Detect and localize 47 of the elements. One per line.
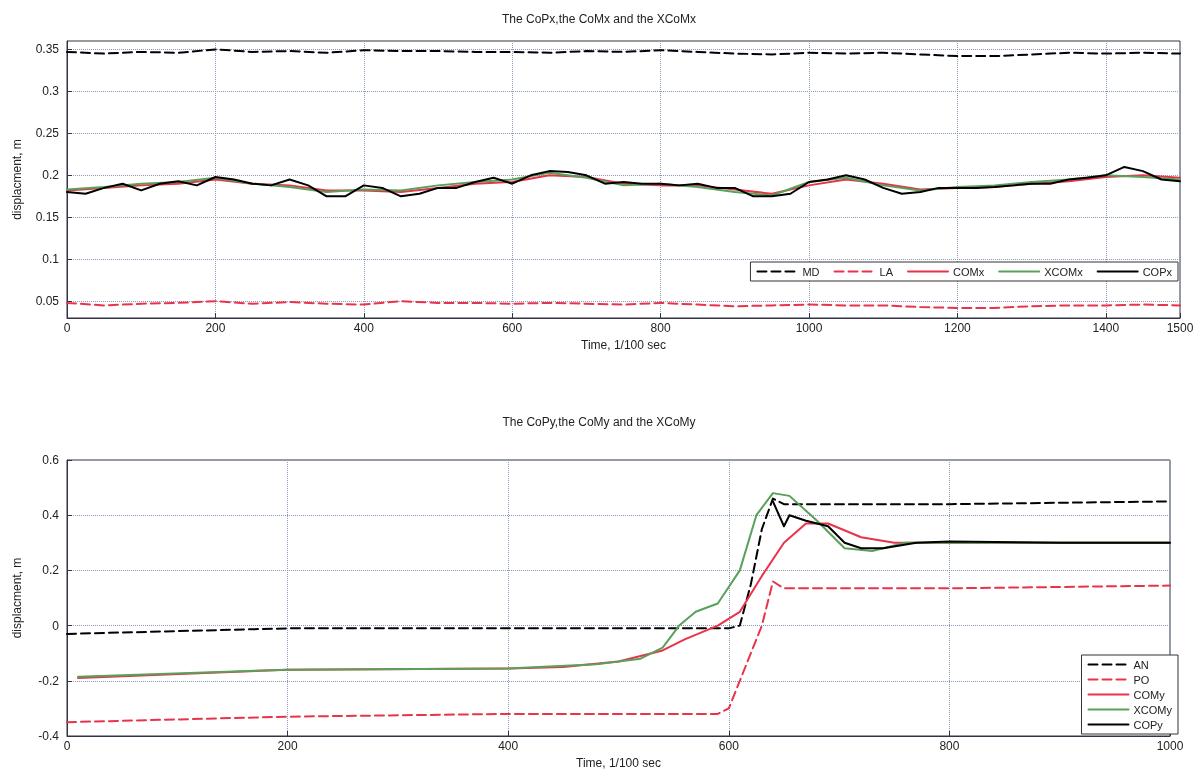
line-series xyxy=(66,48,1181,58)
y-tick-label: 0.2 xyxy=(42,168,60,183)
y-tick-label: -0.4 xyxy=(38,729,60,743)
line-series xyxy=(66,300,1181,309)
y-axis-title: displacment, m xyxy=(10,557,24,639)
y-tick-label: 0.05 xyxy=(35,294,60,309)
x-tick-label: 1200 xyxy=(944,321,972,335)
legend-label: COMy xyxy=(1133,688,1166,701)
legend-label: COMx xyxy=(953,265,985,278)
legend-label: COPx xyxy=(1142,265,1173,278)
x-tick-label: 0 xyxy=(63,321,71,335)
legend-label: LA xyxy=(879,265,894,278)
y-axis-title: displacment, m xyxy=(10,139,24,220)
x-tick-label: 400 xyxy=(498,739,519,753)
y-tick-label: -0.2 xyxy=(38,673,60,688)
y-tick-label: 0.4 xyxy=(42,508,60,523)
y-tick-label: 0.6 xyxy=(42,453,60,467)
legend-label: MD xyxy=(802,265,820,278)
x-tick-label: 200 xyxy=(205,321,226,335)
x-tick-label: 600 xyxy=(502,321,523,335)
y-tick-label: 0.1 xyxy=(42,252,60,267)
chart-title: The CoPx,the CoMx and the XCoMx xyxy=(501,12,697,26)
legend-label: PO xyxy=(1133,673,1150,686)
line-series xyxy=(66,165,1181,198)
legend-label: AN xyxy=(1133,658,1149,671)
y-tick-label: 0.35 xyxy=(35,42,60,57)
y-tick-label: 0.15 xyxy=(35,210,60,225)
x-tick-label: 600 xyxy=(718,739,740,753)
y-tick-label: 0.2 xyxy=(42,563,60,578)
y-tick-label: 0.3 xyxy=(42,84,60,99)
x-tick-label: 800 xyxy=(939,739,960,753)
legend-label: XCOMx xyxy=(1044,265,1084,278)
x-tick-label: 0 xyxy=(63,739,71,753)
x-tick-label: 1400 xyxy=(1092,321,1120,335)
x-tick-label: 200 xyxy=(277,739,298,753)
x-tick-label: 1000 xyxy=(1156,739,1184,753)
x-tick-label: 1500 xyxy=(1166,321,1194,335)
legend-label: XCOMy xyxy=(1133,703,1173,716)
x-tick-label: 800 xyxy=(650,321,671,335)
legend-label: COPy xyxy=(1133,718,1164,731)
y-tick-label: 0.25 xyxy=(35,126,60,141)
x-tick-label: 400 xyxy=(353,321,375,335)
x-axis-title: Time, 1/100 sec xyxy=(576,755,661,770)
y-tick-label: 0 xyxy=(52,618,60,633)
chart-title: The CoPy,the CoMy and the XCoMy xyxy=(502,415,696,429)
x-axis-title: Time, 1/100 sec xyxy=(581,337,666,352)
x-tick-label: 1000 xyxy=(795,321,823,335)
